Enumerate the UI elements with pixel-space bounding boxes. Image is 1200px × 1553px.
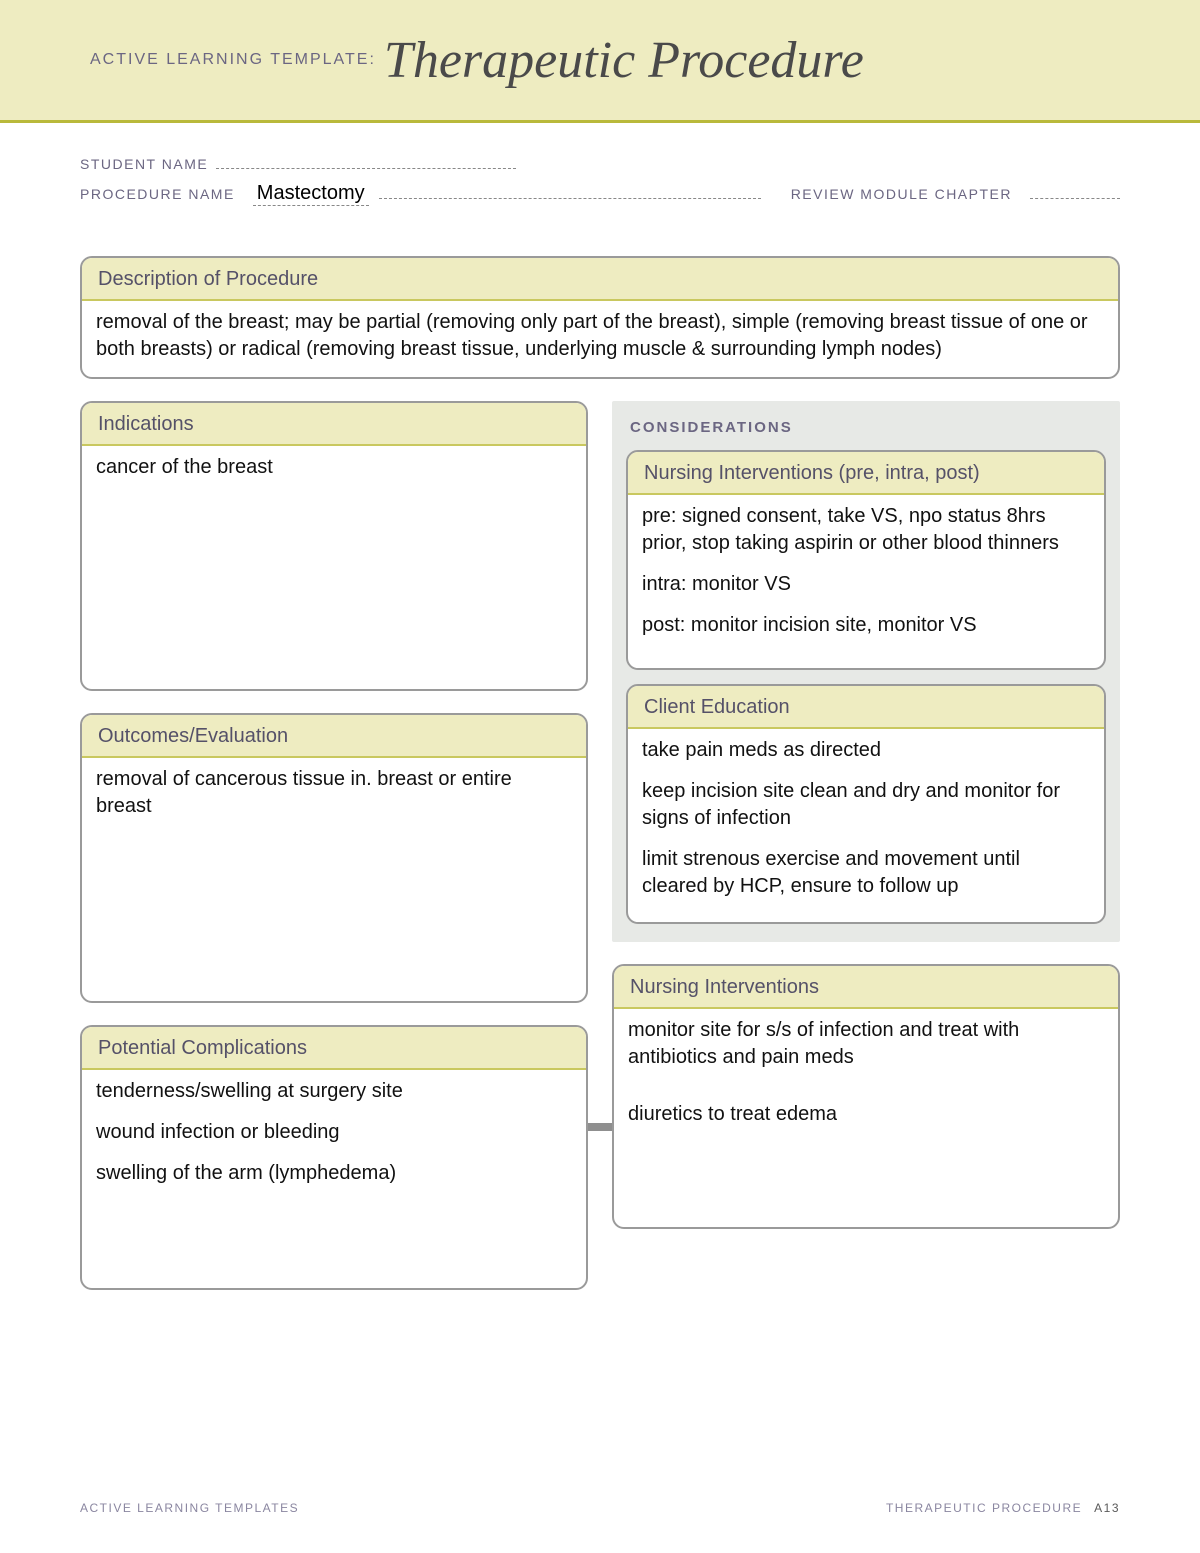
indications-text: cancer of the breast (96, 454, 572, 481)
complications-p3: swelling of the arm (lymphedema) (96, 1160, 572, 1187)
nursing-interventions-p2: diuretics to treat edema (628, 1101, 1104, 1128)
nursing-pip-title: Nursing Interventions (pre, intra, post) (628, 452, 1104, 495)
right-column: CONSIDERATIONS Nursing Interventions (pr… (612, 401, 1120, 1251)
nursing-interventions-box: Nursing Interventions monitor site for s… (612, 964, 1120, 1229)
client-education-p2: keep incision site clean and dry and mon… (642, 778, 1090, 832)
complications-body: tenderness/swelling at surgery site woun… (82, 1070, 586, 1201)
indications-box: Indications cancer of the breast (80, 401, 588, 691)
footer-left: ACTIVE LEARNING TEMPLATES (80, 1501, 299, 1515)
client-education-box: Client Education take pain meds as direc… (626, 684, 1106, 924)
procedure-name-value: Mastectomy (253, 182, 369, 206)
description-body: removal of the breast; may be partial (r… (82, 301, 1118, 377)
footer: ACTIVE LEARNING TEMPLATES THERAPEUTIC PR… (80, 1501, 1120, 1515)
considerations-label: CONSIDERATIONS (626, 415, 1106, 450)
indications-title: Indications (82, 403, 586, 446)
nursing-pip-p3: post: monitor incision site, monitor VS (642, 612, 1090, 639)
header-title: Therapeutic Procedure (384, 31, 864, 90)
left-column: Indications cancer of the breast Outcome… (80, 401, 588, 1312)
complications-p2: wound infection or bleeding (96, 1119, 572, 1146)
student-name-row: STUDENT NAME (80, 153, 1120, 172)
complications-title: Potential Complications (82, 1027, 586, 1070)
client-education-p3: limit strenous exercise and movement unt… (642, 846, 1090, 900)
nursing-pre-intra-post-box: Nursing Interventions (pre, intra, post)… (626, 450, 1106, 670)
student-name-line (216, 153, 516, 169)
client-education-title: Client Education (628, 686, 1104, 729)
procedure-name-line (379, 183, 761, 199)
outcomes-title: Outcomes/Evaluation (82, 715, 586, 758)
client-education-p1: take pain meds as directed (642, 737, 1090, 764)
description-box: Description of Procedure removal of the … (80, 256, 1120, 379)
nursing-interventions-p1: monitor site for s/s of infection and tr… (628, 1017, 1104, 1071)
outcomes-text: removal of cancerous tissue in. breast o… (96, 766, 572, 820)
complications-p1: tenderness/swelling at surgery site (96, 1078, 572, 1105)
procedure-name-label: PROCEDURE NAME (80, 186, 235, 202)
nursing-pip-p1: pre: signed consent, take VS, npo status… (642, 503, 1090, 557)
grid: Indications cancer of the breast Outcome… (80, 401, 1120, 1312)
header-prefix: ACTIVE LEARNING TEMPLATE: (90, 51, 376, 69)
nursing-interventions-title: Nursing Interventions (614, 966, 1118, 1009)
outcomes-body: removal of cancerous tissue in. breast o… (82, 758, 586, 834)
complications-box: Potential Complications tenderness/swell… (80, 1025, 588, 1290)
outcomes-box: Outcomes/Evaluation removal of cancerous… (80, 713, 588, 1003)
procedure-row: PROCEDURE NAME Mastectomy REVIEW MODULE … (80, 182, 1120, 206)
client-education-body: take pain meds as directed keep incision… (628, 729, 1104, 914)
nursing-pip-p2: intra: monitor VS (642, 571, 1090, 598)
student-name-label: STUDENT NAME (80, 156, 208, 172)
description-title: Description of Procedure (82, 258, 1118, 301)
indications-body: cancer of the breast (82, 446, 586, 495)
nursing-interventions-body: monitor site for s/s of infection and tr… (614, 1009, 1118, 1142)
footer-right-label: THERAPEUTIC PROCEDURE (886, 1501, 1082, 1515)
nursing-pip-body: pre: signed consent, take VS, npo status… (628, 495, 1104, 653)
considerations-wrap: CONSIDERATIONS Nursing Interventions (pr… (612, 401, 1120, 942)
connector-line (588, 1123, 612, 1131)
review-chapter-label: REVIEW MODULE CHAPTER (791, 186, 1012, 202)
review-chapter-line (1030, 183, 1120, 199)
header-band: ACTIVE LEARNING TEMPLATE: Therapeutic Pr… (0, 0, 1200, 120)
footer-page-num: A13 (1094, 1501, 1120, 1515)
description-text: removal of the breast; may be partial (r… (96, 309, 1104, 363)
page-content: STUDENT NAME PROCEDURE NAME Mastectomy R… (0, 123, 1200, 1312)
